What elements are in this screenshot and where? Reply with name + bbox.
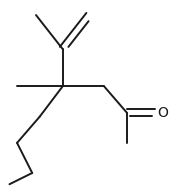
Text: O: O (157, 106, 168, 120)
